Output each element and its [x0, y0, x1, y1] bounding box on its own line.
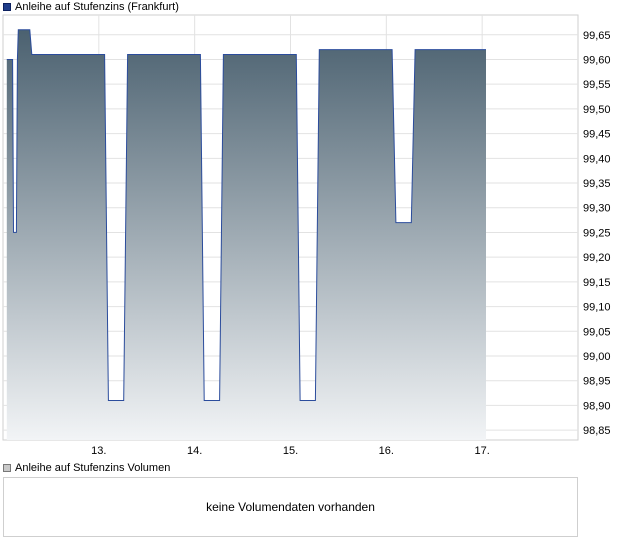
y-tick-label: 99,60	[583, 54, 611, 66]
x-tick-label: 15.	[283, 445, 298, 457]
volume-legend-label: Anleihe auf Stufenzins Volumen	[15, 462, 171, 474]
y-tick-label: 98,90	[583, 400, 611, 412]
y-tick-label: 99,10	[583, 302, 611, 314]
price-legend-swatch	[3, 3, 11, 11]
volume-panel: keine Volumendaten vorhanden	[3, 477, 578, 537]
y-tick-label: 99,25	[583, 227, 611, 239]
price-legend: Anleihe auf Stufenzins (Frankfurt)	[3, 0, 179, 14]
y-tick-label: 99,05	[583, 326, 611, 338]
y-tick-label: 99,65	[583, 30, 611, 42]
y-tick-label: 99,20	[583, 252, 611, 264]
x-tick-label: 14.	[187, 445, 202, 457]
volume-empty-message: keine Volumendaten vorhanden	[206, 500, 375, 514]
price-chart: 98,85 98,90 98,95 99,00 99,05 99,10 99,15 99,20…	[2, 14, 611, 457]
price-line	[6, 29, 486, 401]
y-tick-label: 99,30	[583, 203, 611, 215]
volume-legend: Anleihe auf Stufenzins Volumen	[3, 461, 170, 475]
y-tick-label: 99,50	[583, 104, 611, 116]
x-tick-label: 16.	[379, 445, 394, 457]
x-tick-label: 17.	[475, 445, 490, 457]
price-area	[6, 29, 487, 441]
y-tick-label: 99,55	[583, 79, 611, 91]
price-legend-label: Anleihe auf Stufenzins (Frankfurt)	[15, 1, 179, 13]
y-tick-label: 99,45	[583, 129, 611, 141]
y-tick-label: 98,85	[583, 425, 611, 437]
y-tick-label: 99,40	[583, 153, 611, 165]
y-tick-label: 98,95	[583, 376, 611, 388]
volume-legend-swatch	[3, 464, 11, 472]
x-tick-label: 13.	[91, 445, 106, 457]
y-tick-label: 99,00	[583, 351, 611, 363]
x-axis-ticks: 13. 14. 15. 16. 17.	[91, 445, 490, 457]
y-tick-label: 99,15	[583, 277, 611, 289]
y-axis-ticks: 98,85 98,90 98,95 99,00 99,05 99,10 99,15 99,20…	[583, 30, 611, 437]
y-tick-label: 99,35	[583, 178, 611, 190]
